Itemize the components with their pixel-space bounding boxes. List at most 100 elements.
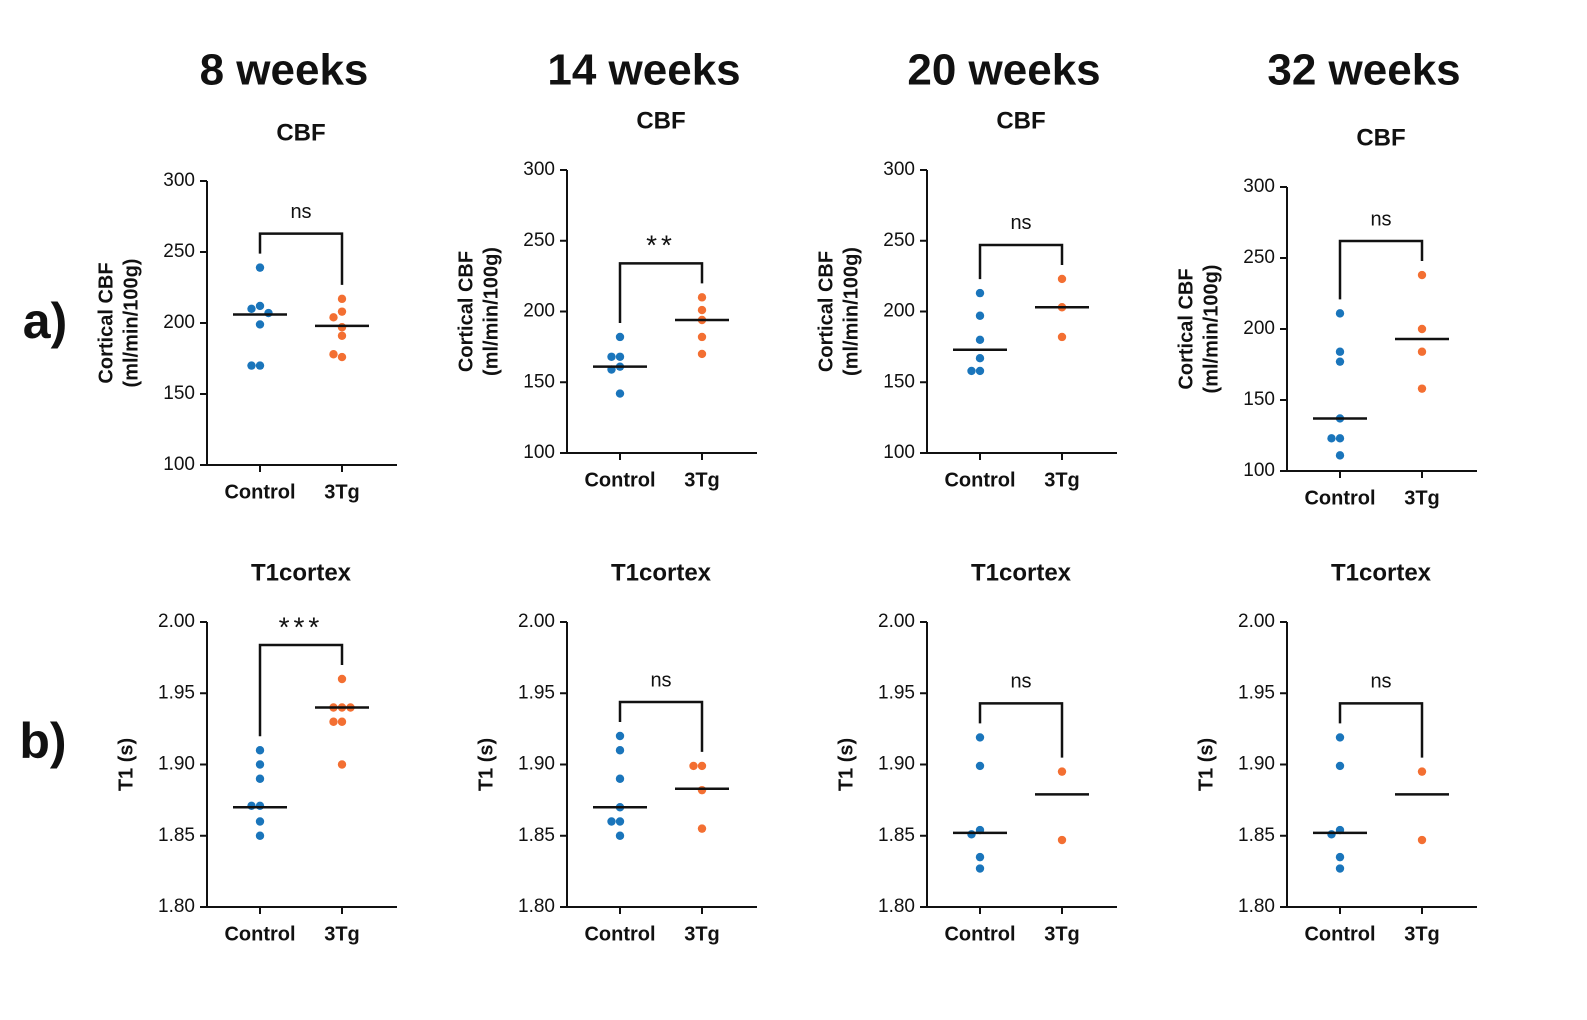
data-point [255,760,265,769]
data-point [264,308,273,318]
significance-label: ns [1370,208,1391,230]
x-tick-label: Control [944,469,1015,491]
data-point [1417,347,1427,356]
y-tick-label: 250 [883,230,915,251]
data-point [615,731,625,741]
data-point [975,852,985,862]
data-point [697,293,707,302]
data-point [975,733,985,742]
y-tick-label: 100 [1243,460,1275,481]
y-tick-label: 1.95 [1238,682,1275,703]
y-tick-label: 200 [1243,318,1275,339]
data-point [975,311,985,320]
data-point [975,761,985,771]
significance-label: ns [1370,671,1391,693]
data-point [1335,761,1345,771]
data-point [1417,324,1427,334]
data-point [975,366,985,376]
significance-bracket [978,243,1064,280]
y-tick-label: 1.80 [518,896,555,917]
data-point [615,352,625,361]
data-point [337,674,347,684]
data-point [255,746,265,755]
row-label: a) [23,293,67,349]
x-tick-label: 3Tg [684,923,720,945]
y-tick-label: 1.85 [1238,825,1275,846]
y-axis-label: (ml/min/100g) [1200,265,1222,394]
significance-bracket [1338,239,1424,300]
data-point [697,824,707,833]
subplot-title: T1cortex [971,559,1072,586]
subplot-title: T1cortex [1331,559,1432,586]
x-tick-label: Control [584,923,655,945]
y-axis-label: (ml/min/100g) [120,259,142,388]
significance-bracket [1338,702,1424,758]
data-point [975,288,985,298]
x-tick-label: 3Tg [324,481,360,503]
y-tick-label: 150 [163,383,195,404]
significance-bracket [258,232,344,285]
subplot-title: CBF [1356,124,1405,151]
data-point [337,760,347,769]
x-tick-label: 3Tg [1404,923,1440,945]
significance-label: *** [279,611,324,642]
data-point [1057,332,1067,342]
data-point [1335,309,1345,318]
x-tick-label: Control [584,469,655,491]
data-point [607,352,616,361]
data-point [615,774,625,783]
y-tick-label: 300 [163,170,195,191]
data-point [255,301,265,311]
data-point [247,361,256,370]
y-axis-label: Cortical CBF [1175,268,1197,389]
significance-label: ** [646,230,676,261]
subplot-title: CBF [276,119,325,146]
data-point [255,320,265,329]
data-point [1335,434,1345,443]
y-tick-label: 200 [163,312,195,333]
x-tick-label: 3Tg [1044,923,1080,945]
data-point [1417,767,1427,776]
y-tick-label: 100 [523,442,555,463]
data-point [1335,852,1345,862]
y-tick-label: 250 [523,230,555,251]
y-tick-label: 1.85 [878,825,915,846]
data-point [615,332,625,342]
data-point [615,746,625,755]
column-heading: 20 weeks [907,46,1100,95]
data-point [1335,451,1345,460]
data-point [255,801,265,811]
y-axis-label: Cortical CBF [95,262,117,383]
data-point [1335,357,1345,366]
x-tick-label: Control [1304,487,1375,509]
y-tick-label: 150 [1243,389,1275,410]
y-tick-label: 1.95 [518,682,555,703]
y-tick-label: 1.85 [518,825,555,846]
data-point [967,830,976,839]
data-point [1335,864,1345,873]
y-tick-label: 300 [1243,176,1275,197]
y-axis-label: T1 (s) [115,738,137,791]
data-point [967,366,976,376]
subplot-title: T1cortex [251,559,352,586]
y-tick-label: 1.95 [158,682,195,703]
y-tick-label: 2.00 [518,611,555,632]
significance-bracket [618,262,704,323]
data-point [975,353,985,363]
data-point [697,349,707,359]
x-tick-label: Control [944,923,1015,945]
data-point [1335,347,1345,356]
y-tick-label: 250 [163,241,195,262]
y-tick-label: 1.90 [518,754,555,775]
data-point [615,389,625,398]
significance-label: ns [1010,671,1031,693]
y-tick-label: 200 [523,301,555,322]
data-point [255,774,265,783]
data-point [1057,835,1067,845]
y-axis-label: Cortical CBF [815,251,837,372]
y-tick-label: 1.90 [158,754,195,775]
data-point [1327,830,1336,839]
data-point [329,313,338,322]
subplot-title: T1cortex [611,559,712,586]
significance-bracket [258,643,344,737]
